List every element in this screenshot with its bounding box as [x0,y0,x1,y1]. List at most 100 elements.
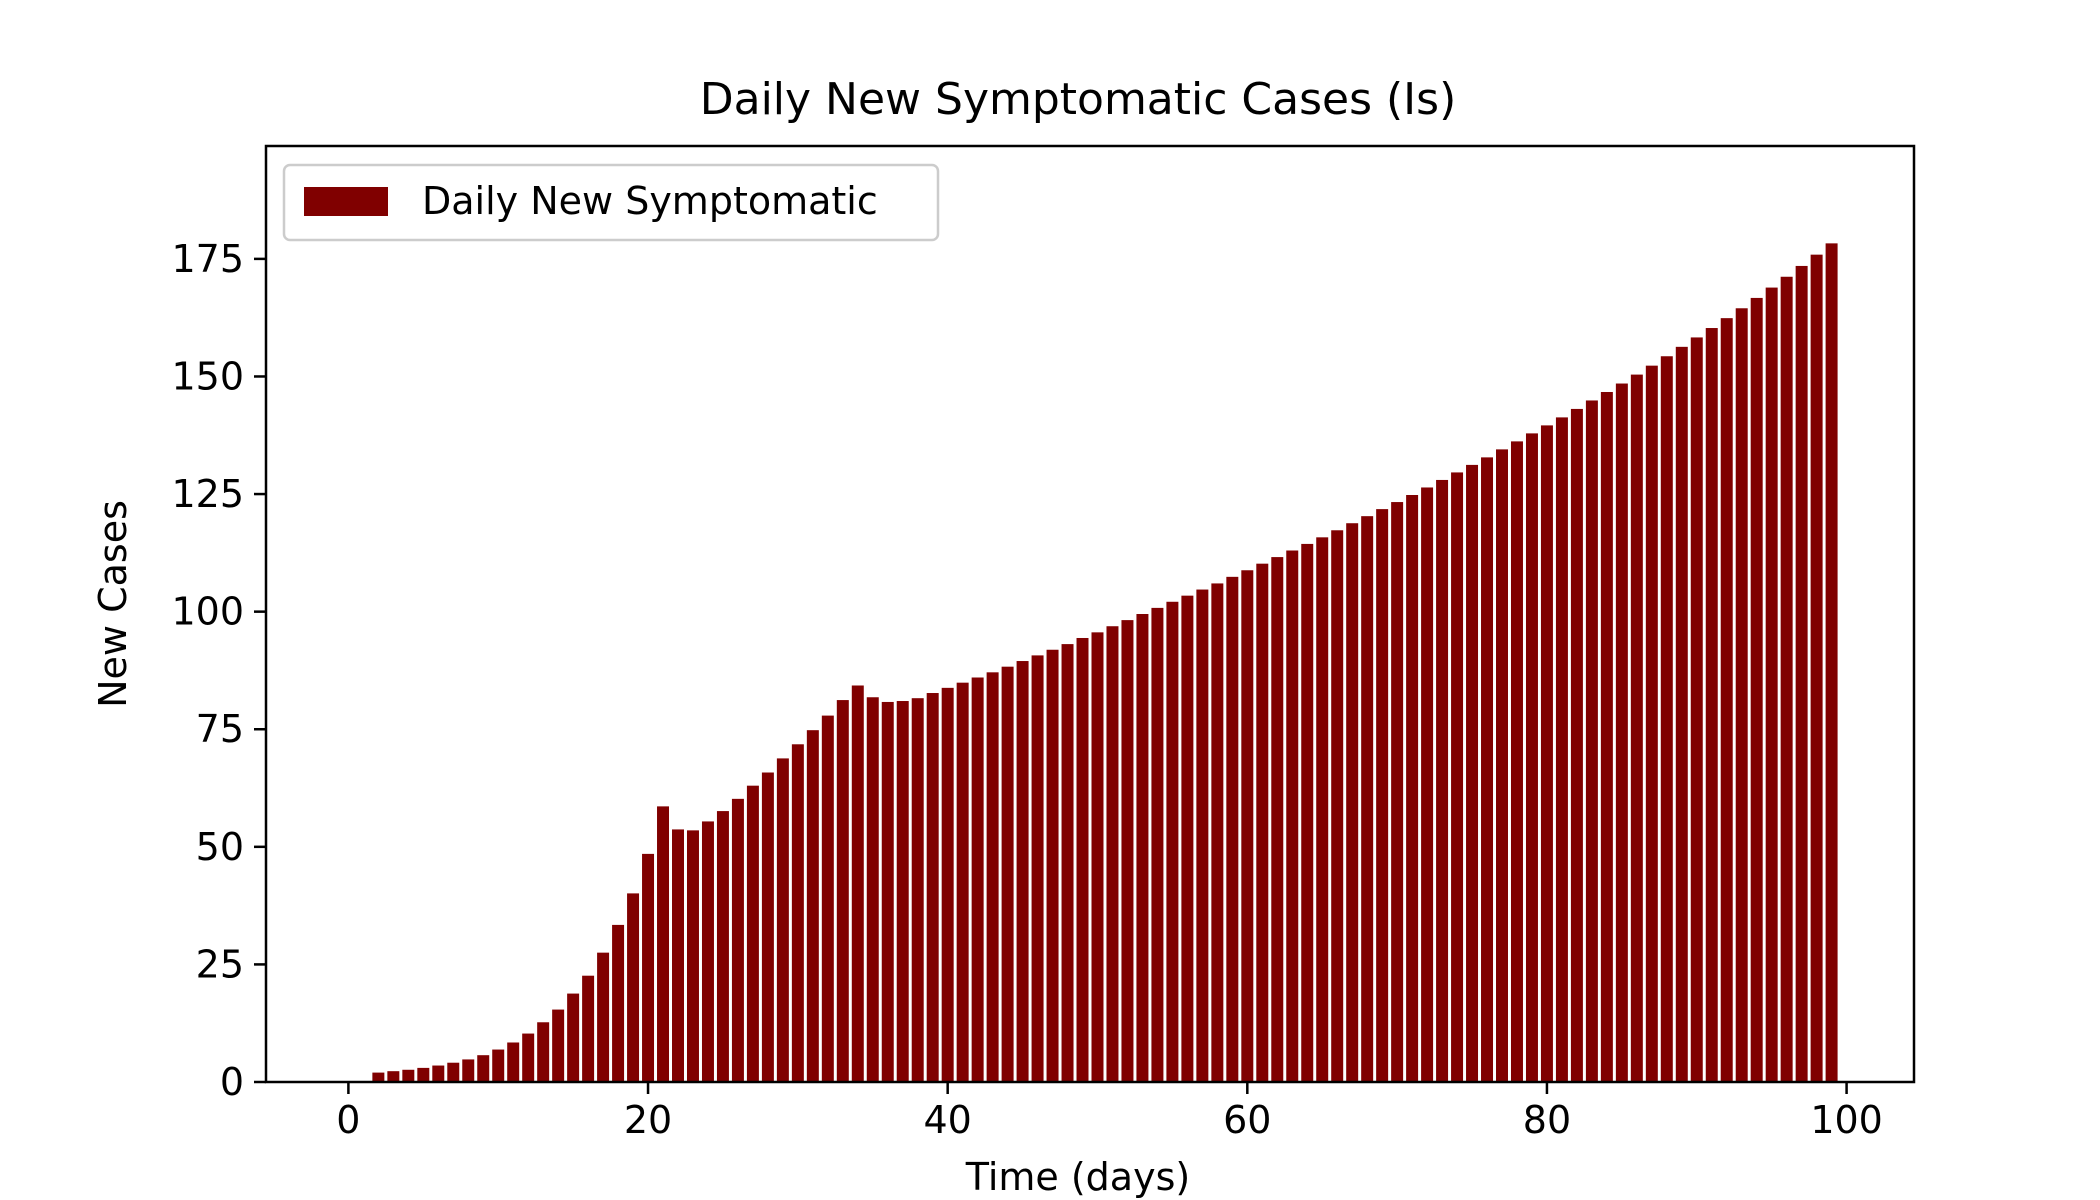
y-tick-label: 125 [171,472,244,516]
legend-label: Daily New Symptomatic [422,179,878,223]
bar [1810,254,1823,1083]
bar [791,744,804,1082]
bar [956,682,969,1082]
bar [986,672,999,1082]
bar [866,697,879,1082]
bar [507,1042,520,1082]
plot-area-frame [264,144,1916,1084]
bar [1615,383,1628,1082]
x-tick-label: 20 [624,1098,672,1142]
bar [1406,495,1419,1083]
bar [911,698,924,1082]
bar [447,1062,460,1082]
bar [1735,308,1748,1082]
bar [627,893,640,1082]
bar [1286,550,1299,1082]
bar [642,853,655,1082]
x-tick-label: 60 [1223,1098,1271,1142]
bar [1645,365,1658,1082]
bar [1391,502,1404,1082]
bar [746,785,759,1082]
bar [657,806,670,1082]
bar [1121,620,1134,1082]
y-tick-label: 0 [220,1060,244,1104]
bar [1226,576,1239,1082]
bar [731,798,744,1082]
bar [1421,487,1434,1083]
bar [1765,287,1778,1082]
bar [1600,391,1613,1082]
bar [1690,337,1703,1082]
y-tick-label: 175 [171,237,244,281]
bar [926,693,939,1082]
bar [1705,328,1718,1082]
bar [1780,276,1793,1082]
y-tick-label: 50 [196,825,244,869]
bar [1555,417,1568,1083]
bar [1481,457,1494,1082]
bar [806,730,819,1082]
bar [1151,607,1164,1082]
y-tick-label: 75 [196,707,244,751]
bar [387,1071,400,1082]
bar [1436,479,1449,1083]
bar [1540,425,1553,1083]
bar [941,687,954,1082]
y-tick-label: 100 [171,590,244,634]
bar [1181,595,1194,1082]
y-tick-label: 150 [171,354,244,398]
bar [1675,346,1688,1082]
legend-swatch [304,187,388,216]
bar [1166,601,1179,1082]
bar [1256,563,1269,1082]
bar [821,715,834,1082]
bar [1496,449,1508,1082]
x-tick-label: 0 [336,1098,360,1142]
bar [522,1033,535,1082]
bar [1091,632,1104,1082]
bar [836,700,849,1082]
bar [417,1067,430,1082]
bar [612,924,625,1082]
bar [582,975,595,1082]
bar [1211,583,1224,1082]
bar [552,1009,565,1082]
bar [462,1059,475,1082]
bar [402,1069,415,1082]
bar [372,1072,385,1082]
x-tick-label: 80 [1523,1098,1571,1142]
bar [567,993,580,1082]
bar [1795,265,1808,1082]
bar [1046,649,1059,1082]
bar [1106,626,1119,1082]
bar [492,1049,505,1082]
bar [1271,557,1284,1082]
bar [1316,537,1329,1082]
bar [1031,655,1044,1082]
bar [1750,297,1763,1083]
bar [597,952,610,1082]
bar [1301,543,1314,1082]
bars-group [372,243,1838,1083]
bar [971,677,984,1082]
bar [686,830,699,1082]
bar [477,1055,490,1082]
bar [1570,408,1583,1082]
y-axis-label: New Cases [91,500,135,708]
x-tick-label: 100 [1810,1098,1883,1142]
x-tick-label: 40 [923,1098,971,1142]
bar [1361,516,1374,1082]
bar [1061,644,1074,1082]
bar [1825,243,1838,1083]
legend: Daily New Symptomatic [282,163,940,242]
bar [701,821,714,1082]
bar [1241,570,1254,1082]
bar [1525,433,1538,1083]
bar [881,701,894,1082]
bar [761,772,774,1082]
bar [1585,400,1598,1082]
bar [432,1065,445,1082]
bar [1466,464,1479,1082]
